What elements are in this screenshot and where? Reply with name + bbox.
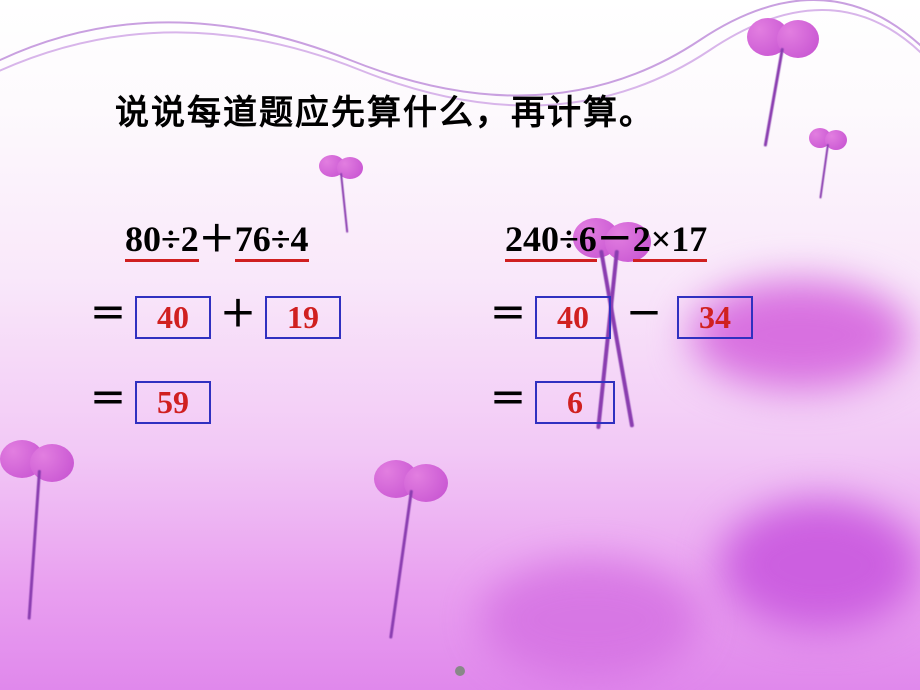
expr-underlined-part: 80÷2: [125, 221, 199, 262]
expr-underlined-part: 240÷6: [505, 221, 597, 262]
problem2-step1: ＝ 40 － 34: [490, 285, 753, 339]
answer-box: 6: [535, 381, 615, 424]
problem1-expression: 80÷2＋76÷4: [125, 210, 309, 262]
step-operator: ＋: [220, 285, 256, 337]
answer-box: 40: [535, 296, 611, 339]
answer-box: 40: [135, 296, 211, 339]
step-operator: －: [626, 285, 662, 337]
answer-box: 19: [265, 296, 341, 339]
problem2-step2: ＝ 6: [490, 370, 615, 424]
slide-content: 说说每道题应先算什么，再计算。 80÷2＋76÷4 ＝ 40 ＋ 19 ＝ 59…: [0, 0, 920, 690]
expr-underlined-part: 76÷4: [235, 221, 309, 262]
equals-sign: ＝: [490, 294, 526, 334]
page-indicator: [455, 666, 465, 676]
equals-sign: ＝: [490, 379, 526, 419]
equals-sign: ＝: [90, 379, 126, 419]
problem2-expression: 240÷6－2×17: [505, 210, 707, 262]
answer-box: 59: [135, 381, 211, 424]
expr-operator: ＋: [199, 219, 235, 259]
expr-underlined-part: 2×17: [633, 221, 708, 262]
expr-operator: －: [597, 219, 633, 259]
answer-box: 34: [677, 296, 753, 339]
problem1-step1: ＝ 40 ＋ 19: [90, 285, 341, 339]
equals-sign: ＝: [90, 294, 126, 334]
instruction-title: 说说每道题应先算什么，再计算。: [115, 85, 655, 134]
problem1-step2: ＝ 59: [90, 370, 211, 424]
